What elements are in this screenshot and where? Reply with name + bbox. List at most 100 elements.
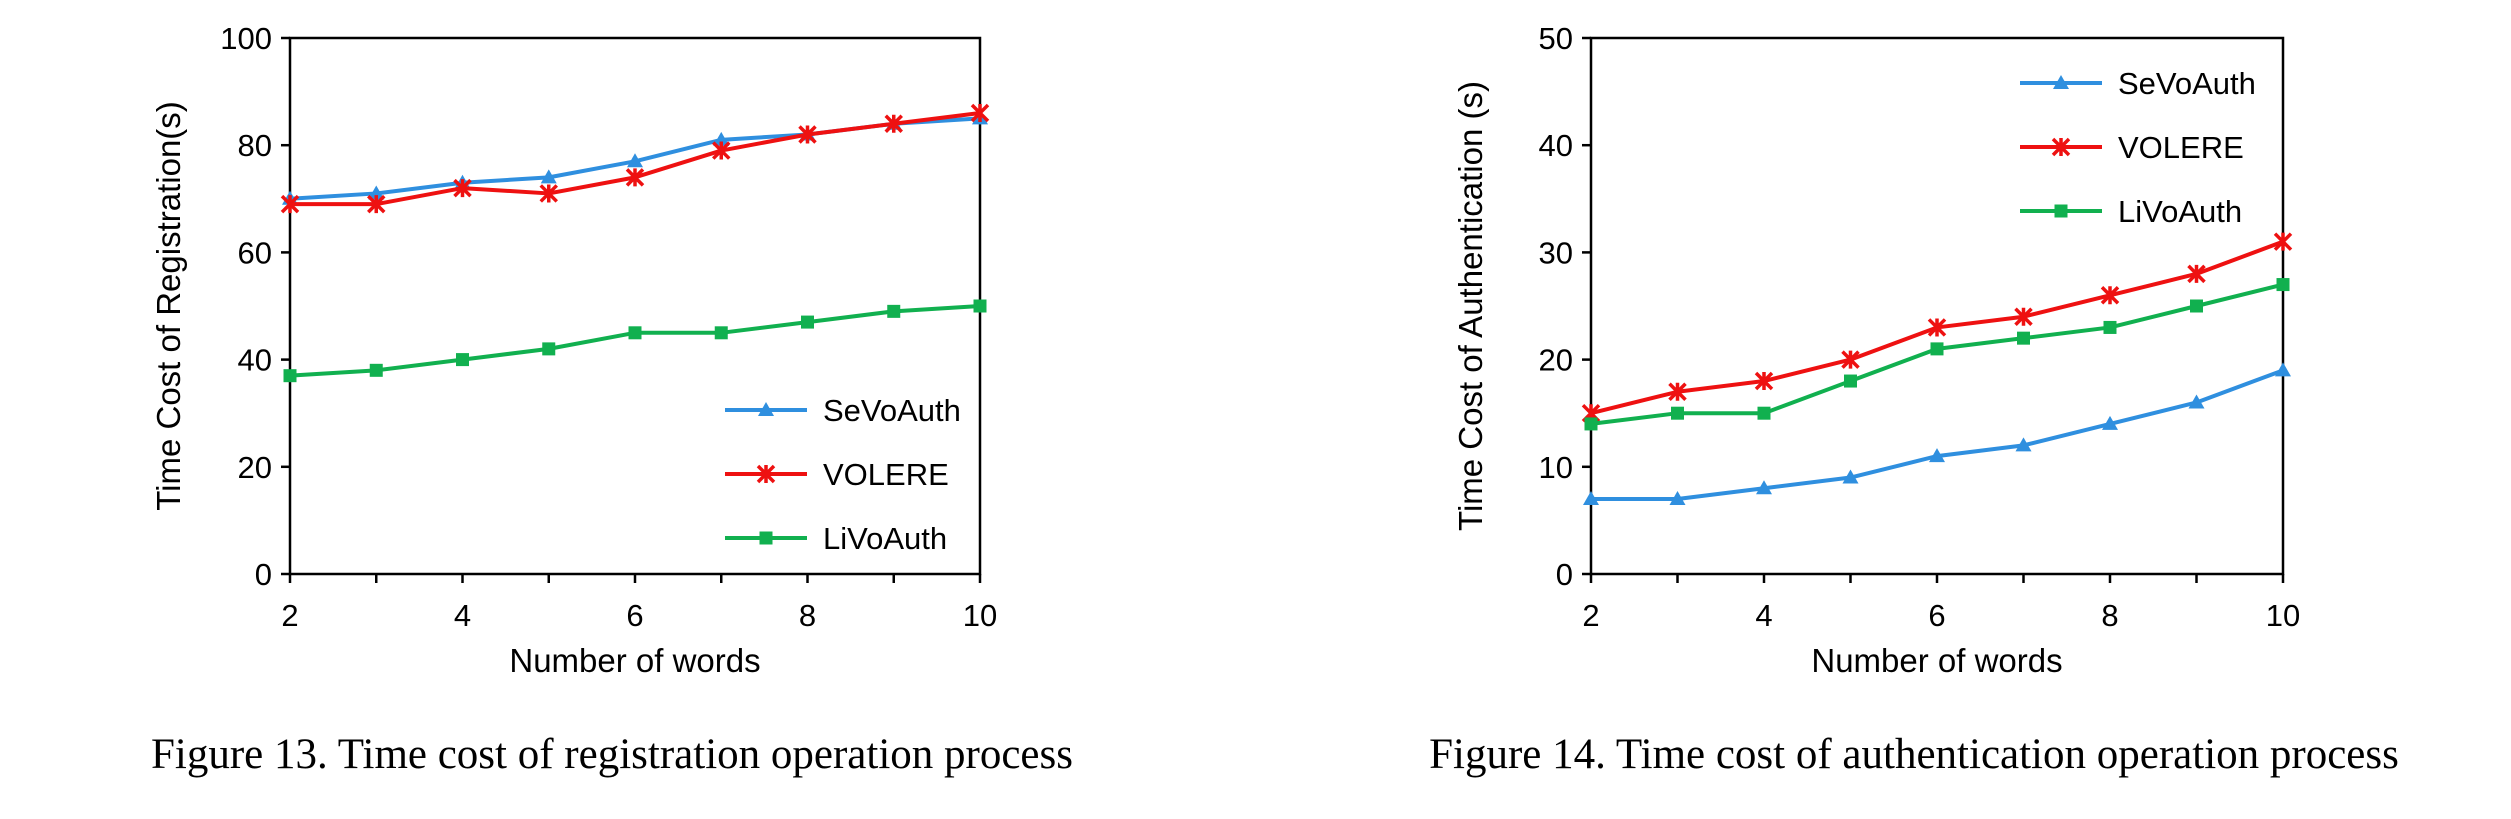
- legend-label: VOLERE: [2118, 130, 2244, 165]
- y-axis-label: Time Cost of Registration(s): [150, 101, 187, 511]
- data-point: [453, 178, 472, 198]
- data-point: [2188, 394, 2205, 409]
- data-point: [712, 141, 731, 160]
- x-tick-label: 2: [281, 598, 298, 633]
- data-point: [1929, 448, 1945, 463]
- series-volere: [280, 103, 990, 214]
- y-axis-label: Time Cost of Authentication (s): [1452, 81, 1489, 531]
- data-point: [367, 194, 386, 214]
- x-axis-label: Number of words: [509, 642, 760, 679]
- data-point: [884, 114, 903, 133]
- chart-2: 0 10 20 30 40 50 2 4 6 8 10 Number of words Time Cos…: [1429, 21, 2399, 778]
- data-point: [539, 184, 558, 203]
- x-tick-label: 2: [1582, 598, 1599, 633]
- y-tick-label: 60: [238, 235, 272, 270]
- data-point: [1757, 406, 1771, 420]
- data-point: [625, 168, 645, 187]
- x-tick-label: 4: [454, 598, 471, 633]
- data-point: [2017, 331, 2030, 345]
- y-tick-label: 20: [238, 450, 272, 485]
- data-point: [1668, 382, 1687, 401]
- data-point: [1930, 342, 1944, 356]
- data-point: [1927, 318, 1947, 337]
- data-point: [542, 342, 556, 356]
- legend-label: LiVoAuth: [823, 521, 947, 556]
- legend-entry: SeVoAuth: [2020, 66, 2256, 101]
- x-tick-label: 6: [1928, 598, 1945, 633]
- data-point: [973, 299, 987, 313]
- y-tick-label: 100: [220, 21, 272, 56]
- legend-entry: VOLERE: [725, 457, 949, 492]
- figure-caption: Figure 13. Time cost of registration ope…: [151, 731, 1073, 778]
- data-point: [2103, 320, 2117, 334]
- data-point: [1669, 490, 1686, 505]
- data-point: [1754, 371, 1774, 391]
- y-tick-label: 0: [255, 557, 272, 592]
- legend-label: VOLERE: [823, 457, 949, 492]
- data-point: [887, 304, 901, 318]
- data-point: [280, 194, 300, 214]
- data-point: [2014, 307, 2033, 326]
- data-point: [2102, 415, 2118, 430]
- data-point: [2015, 437, 2032, 452]
- y-tick-label: 40: [238, 343, 272, 378]
- data-point: [1671, 406, 1684, 420]
- data-point: [970, 103, 990, 123]
- x-tick-label: 8: [799, 598, 816, 633]
- data-point: [1842, 469, 1859, 484]
- plot-frame: [288, 36, 982, 576]
- legend-marker: [758, 402, 774, 416]
- data-point: [368, 185, 385, 200]
- figure-caption: Figure 14. Time cost of authentication o…: [1429, 731, 2399, 778]
- data-point: [456, 353, 469, 367]
- x-tick-label: 10: [963, 598, 997, 633]
- series-livoauth: [1584, 278, 2290, 431]
- legend-entry: SeVoAuth: [725, 393, 961, 428]
- data-point: [627, 153, 643, 168]
- data-point: [283, 369, 297, 383]
- x-axis-label: Number of words: [1811, 642, 2062, 679]
- legend-marker: [756, 464, 776, 484]
- legend-marker: [2054, 204, 2068, 218]
- data-point: [540, 169, 557, 184]
- data-point: [2187, 264, 2206, 284]
- x-tick-label: 8: [2101, 598, 2118, 633]
- legend-marker: [759, 531, 773, 545]
- y-tick-label: 50: [1539, 21, 1573, 56]
- legend-marker: [2051, 137, 2071, 157]
- data-point: [2100, 286, 2120, 305]
- y-tick-label: 10: [1539, 450, 1573, 485]
- legend-label: SeVoAuth: [823, 393, 961, 428]
- y-tick-label: 0: [1556, 557, 1573, 592]
- data-point: [713, 131, 730, 146]
- y-tick-label: 30: [1539, 235, 1573, 270]
- legend-entry: VOLERE: [2020, 130, 2244, 165]
- series-volere: [1581, 232, 2293, 423]
- data-point: [2190, 299, 2203, 313]
- x-tick-label: 10: [2266, 598, 2300, 633]
- data-point: [801, 315, 814, 329]
- y-tick-label: 40: [1539, 128, 1573, 163]
- data-point: [2275, 362, 2291, 377]
- data-point: [1756, 480, 1772, 495]
- x-tick-label: 4: [1755, 598, 1772, 633]
- y-tick-label: 20: [1539, 343, 1573, 378]
- legend-entry: LiVoAuth: [725, 521, 947, 556]
- legend-label: SeVoAuth: [2118, 66, 2256, 101]
- legend-label: LiVoAuth: [2118, 194, 2242, 229]
- plot-frame: [1589, 36, 2285, 576]
- data-point: [369, 363, 383, 377]
- data-point: [1584, 417, 1598, 431]
- legend-marker: [2053, 75, 2069, 89]
- y-tick-label: 80: [238, 128, 272, 163]
- data-point: [714, 326, 728, 340]
- data-point: [2276, 278, 2290, 292]
- series-sevoauth: [1583, 362, 2291, 505]
- data-point: [1844, 374, 1857, 388]
- data-point: [2273, 232, 2293, 251]
- x-tick-label: 6: [626, 598, 643, 633]
- data-point: [1841, 350, 1860, 369]
- data-point: [1583, 490, 1599, 505]
- data-point: [628, 326, 642, 340]
